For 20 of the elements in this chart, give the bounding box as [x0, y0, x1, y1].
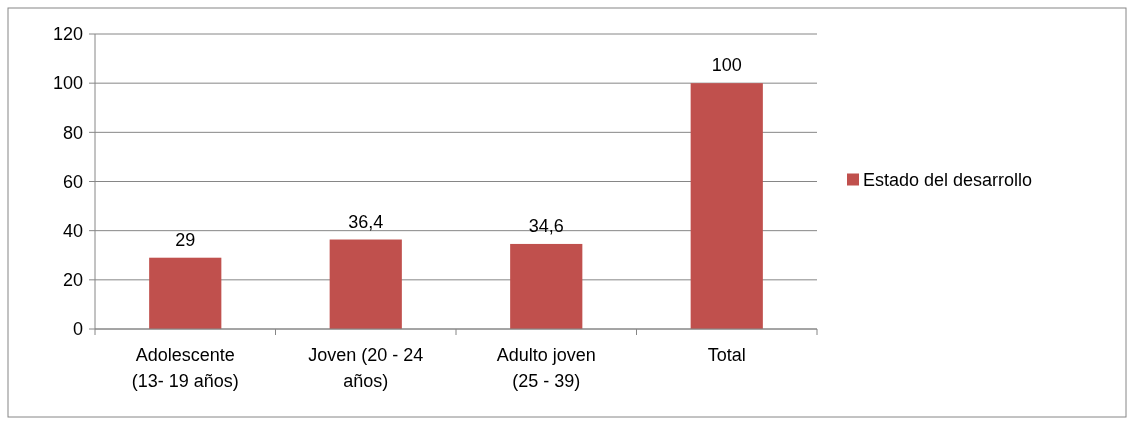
bar: [510, 243, 583, 329]
x-tick-label: Joven (20 - 24 años): [308, 345, 424, 391]
y-tick-label: 40: [62, 220, 83, 241]
y-tick-label: 120: [52, 24, 83, 45]
bar: [329, 239, 402, 329]
bar: [690, 83, 763, 329]
y-tick-label: 80: [62, 122, 83, 143]
y-tick-label: 20: [62, 270, 83, 291]
legend-label: Estado del desarrollo: [863, 169, 1033, 190]
x-tick-label: Total: [707, 345, 746, 365]
data-label: 29: [175, 229, 196, 250]
y-tick-label: 60: [62, 171, 83, 192]
data-label: 34,6: [528, 215, 564, 236]
x-tick-label: Adolescente (13- 19 años): [131, 345, 239, 391]
x-tick-label: Adulto joven (25 - 39): [496, 345, 596, 391]
data-label: 100: [711, 55, 742, 76]
y-tick-label: 0: [72, 319, 83, 340]
data-label: 36,4: [348, 211, 384, 232]
bar: [149, 257, 222, 329]
y-tick-label: 100: [52, 73, 83, 94]
